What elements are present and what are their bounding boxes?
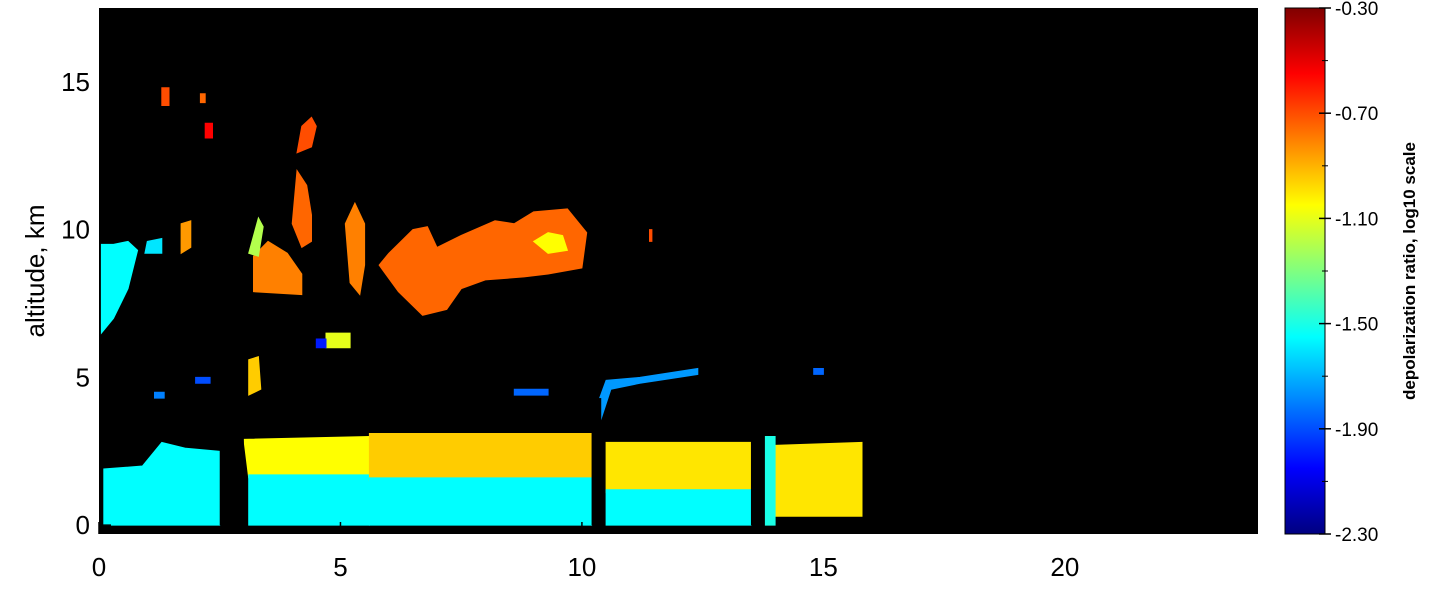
region-plume-1.3 [144, 237, 163, 254]
x-tick-label-20: 20 [1050, 552, 1079, 582]
region-aerosol-2.1 [195, 376, 211, 384]
y-axis-label: altitude, km [20, 205, 50, 338]
colorbar-tick-label-3: -1.50 [1335, 315, 1378, 336]
x-axis: 0 5 10 15 20 [92, 522, 1079, 582]
region-boundary-layer-10.4-13.5-base [605, 489, 752, 526]
region-boundary-layer-3-5.6-base [248, 474, 370, 526]
y-tick-label-15: 15 [61, 67, 90, 97]
x-tick-label-0: 0 [92, 552, 106, 582]
region-speck-11.4 [649, 229, 653, 242]
region-cirrus-3.2-edge [248, 216, 264, 257]
y-axis: 0 5 10 15 [61, 67, 111, 540]
colorbar-tick-label-2: -1.10 [1335, 209, 1378, 230]
region-aerosol-9.0 [513, 388, 549, 396]
region-boundary-layer-0-2.5 [103, 441, 221, 526]
region-cirrus-main [378, 208, 588, 316]
region-midlevel-5.0 [325, 332, 351, 349]
region-boundary-layer-5.6-10.2-top [368, 433, 593, 482]
region-high-patch-1.3 [161, 87, 170, 106]
region-midlevel-3.2 [248, 356, 262, 396]
region-cirrus-4.2-top [296, 116, 317, 154]
y-tick-label-0: 0 [76, 510, 90, 540]
region-boundary-layer-13.8-15.8-base [764, 436, 776, 526]
data-gap-1 [591, 398, 602, 526]
region-small-cloud-1.7 [180, 220, 192, 255]
colorbar-tick-label-0: -0.30 [1335, 0, 1378, 20]
region-cirrus-main-core [532, 232, 569, 254]
region-aerosol-14.8 [813, 368, 824, 375]
x-tick-label-10: 10 [567, 552, 596, 582]
region-boundary-layer-10.4-13.5-top [605, 441, 752, 494]
region-midlevel-4.5 [315, 338, 327, 349]
region-high-patch-2.1 [199, 93, 206, 104]
region-cirrus-4.2-column [291, 169, 312, 249]
colorbar-tick-label-4: -1.90 [1335, 420, 1378, 441]
x-tick-label-5: 5 [333, 552, 347, 582]
region-plume-left-edge [100, 240, 139, 335]
data-gap-2 [750, 436, 764, 526]
y-tick-label-10: 10 [61, 215, 90, 245]
region-boundary-layer-3-5.6-top [243, 435, 370, 479]
region-aerosol-1.2 [154, 391, 165, 399]
region-high-patch-2.3 [204, 122, 213, 139]
region-boundary-layer-5.6-10.2-base [368, 477, 593, 526]
colorbar-gradient [1284, 7, 1326, 535]
region-rising-layer-10.4 [595, 367, 699, 421]
colorbar: -0.30 -0.70 -1.10 -1.50 -1.90 -2.30 [1284, 0, 1378, 546]
data-gap-0 [219, 418, 244, 526]
region-cirrus-5.2 [344, 201, 366, 296]
colorbar-label: depolarization ratio, log10 scale [1400, 142, 1419, 400]
colorbar-tick-label-5: -2.30 [1335, 525, 1378, 546]
colorbar-tick-label-1: -0.70 [1335, 104, 1378, 125]
x-tick-label-15: 15 [809, 552, 838, 582]
y-tick-label-5: 5 [76, 362, 90, 392]
region-cirrus-3.2 [253, 240, 303, 296]
depolarization-regions [100, 87, 863, 526]
region-boundary-layer-13.8-15.8-top [774, 441, 863, 517]
